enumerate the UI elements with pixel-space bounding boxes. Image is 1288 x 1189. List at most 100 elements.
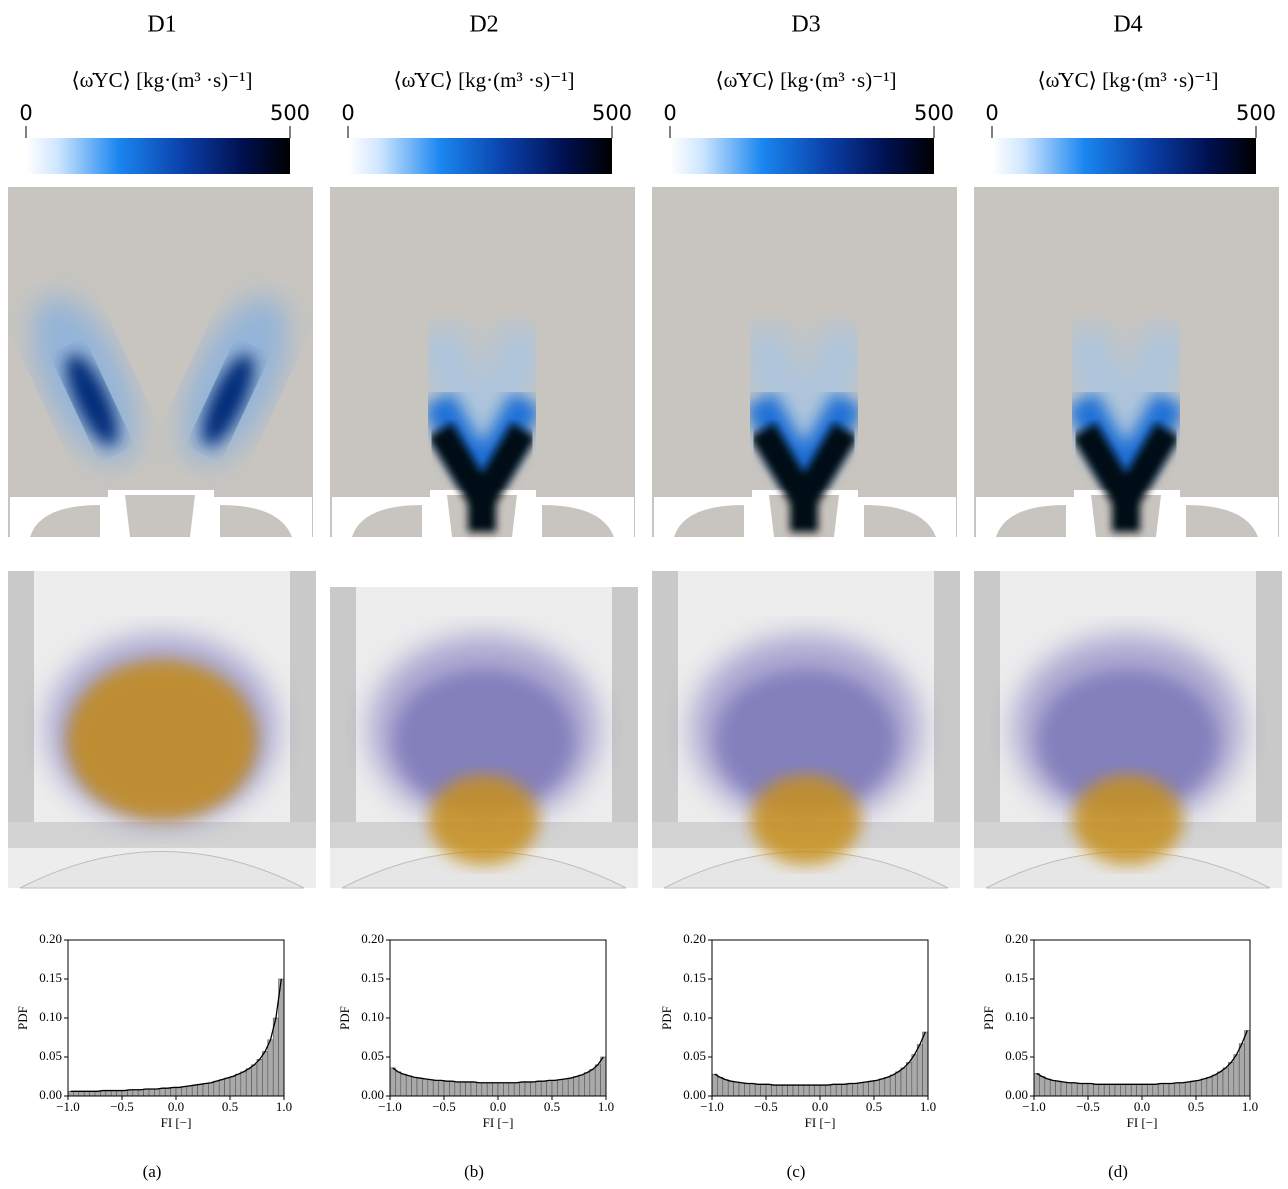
colorbar-tick-label: 500 xyxy=(270,101,310,125)
histogram-bar xyxy=(711,1073,718,1097)
histogram-bar xyxy=(154,1088,161,1097)
histogram-bar xyxy=(567,1077,574,1097)
colorbar xyxy=(992,138,1256,174)
wall-left xyxy=(974,571,1000,831)
x-tick-label: −0.5 xyxy=(110,1099,134,1114)
histogram-bar xyxy=(256,1059,263,1097)
pdf-line xyxy=(70,978,282,1092)
histogram-bar xyxy=(454,1081,461,1097)
histogram-bar xyxy=(1141,1084,1148,1097)
histogram-bar xyxy=(1103,1084,1110,1097)
y-tick-label: 0.10 xyxy=(683,1009,706,1024)
histogram-bar xyxy=(1244,1030,1251,1097)
histogram-bar xyxy=(857,1082,864,1097)
histogram-bar xyxy=(235,1073,242,1097)
histogram-bar xyxy=(202,1083,209,1097)
histogram-bar xyxy=(470,1081,477,1097)
y-tick-label: 0.15 xyxy=(683,970,706,985)
histogram-bar xyxy=(776,1084,783,1097)
histogram-bar xyxy=(738,1082,745,1097)
contour-field xyxy=(652,187,957,537)
histogram-bar xyxy=(1049,1080,1056,1097)
cloud-core xyxy=(716,670,896,810)
histogram-bar xyxy=(749,1083,756,1097)
orange-region xyxy=(429,775,539,865)
caption: (a) xyxy=(143,1162,162,1181)
histogram-bar xyxy=(562,1078,569,1097)
colorbar-tick-label: 0 xyxy=(19,101,32,125)
histogram-bar xyxy=(733,1081,740,1097)
colorbar-label: ⟨ω̇YC⟩ [kg·(m³ ·s)⁻¹] xyxy=(715,68,896,92)
histogram-bar xyxy=(911,1054,918,1097)
x-tick-label: 1.0 xyxy=(598,1099,614,1114)
histogram-bar xyxy=(459,1081,466,1097)
histogram-bar xyxy=(717,1076,724,1097)
histogram-bar xyxy=(781,1084,788,1097)
histogram-bar xyxy=(862,1081,869,1097)
histogram-bar xyxy=(175,1087,182,1097)
histogram-bar xyxy=(116,1090,123,1097)
histogram-bar xyxy=(229,1076,236,1097)
y-tick-label: 0.05 xyxy=(39,1048,62,1063)
colorbar-label: ⟨ω̇YC⟩ [kg·(m³ ·s)⁻¹] xyxy=(71,68,252,92)
histogram-bar xyxy=(1157,1083,1164,1097)
cloud-core xyxy=(394,670,574,810)
histogram-bar xyxy=(143,1088,150,1097)
flame-render xyxy=(652,571,960,889)
pdf-line xyxy=(392,1056,604,1084)
colorbar xyxy=(26,138,290,174)
histogram-bar xyxy=(787,1084,794,1097)
histogram-bar xyxy=(578,1074,585,1097)
histogram-bar xyxy=(1033,1073,1040,1097)
burner-left xyxy=(996,505,1066,537)
histogram-bar xyxy=(94,1091,101,1097)
colorbar-tick-label: 500 xyxy=(914,101,954,125)
x-axis-label: FI [−] xyxy=(805,1115,836,1130)
histogram-bar xyxy=(224,1077,231,1097)
colorbar-label: ⟨ω̇YC⟩ [kg·(m³ ·s)⁻¹] xyxy=(1037,68,1218,92)
histogram-bar xyxy=(530,1081,537,1097)
histogram-bar xyxy=(127,1089,134,1097)
histogram-bar xyxy=(132,1089,139,1097)
histogram-bar xyxy=(540,1080,547,1097)
histogram-bar xyxy=(438,1080,445,1097)
histogram-bar xyxy=(895,1071,902,1097)
contour-field xyxy=(974,187,1279,537)
x-tick-label: −1.0 xyxy=(378,1099,402,1114)
contour-field xyxy=(8,187,313,537)
y-tick-label: 0.05 xyxy=(1005,1048,1028,1063)
x-tick-label: 1.0 xyxy=(276,1099,292,1114)
histogram-bar xyxy=(481,1082,488,1097)
histogram-bar xyxy=(170,1087,177,1097)
x-tick-label: 0.5 xyxy=(866,1099,882,1114)
x-axis-label: FI [−] xyxy=(483,1115,514,1130)
histogram-bar xyxy=(1228,1062,1235,1097)
colorbar-label: ⟨ω̇YC⟩ [kg·(m³ ·s)⁻¹] xyxy=(393,68,574,92)
histogram-bar xyxy=(551,1080,558,1097)
x-tick-label: 0.0 xyxy=(812,1099,828,1114)
histogram-bar xyxy=(1093,1084,1100,1097)
wall-right xyxy=(1256,571,1282,831)
wall-right xyxy=(290,571,316,831)
histogram-bar xyxy=(191,1084,198,1097)
histogram-bar xyxy=(1082,1083,1089,1097)
histogram-bar xyxy=(1060,1081,1067,1097)
histogram-bar xyxy=(89,1091,96,1097)
x-tick-label: −1.0 xyxy=(1022,1099,1046,1114)
flame-render xyxy=(330,587,638,889)
histogram-bar xyxy=(808,1084,815,1097)
histogram-bar xyxy=(535,1080,542,1097)
y-tick-label: 0.15 xyxy=(39,970,62,985)
y-axis-label: PDF xyxy=(659,1006,674,1030)
flame-core xyxy=(1071,422,1181,532)
wall-right xyxy=(612,587,638,847)
x-tick-label: −0.5 xyxy=(754,1099,778,1114)
panel-title: D4 xyxy=(1113,12,1142,38)
histogram-bar xyxy=(1206,1076,1213,1097)
histogram-bar xyxy=(1136,1084,1143,1097)
histogram-bar xyxy=(900,1067,907,1097)
histogram-bar xyxy=(197,1084,204,1097)
histogram-bar xyxy=(1217,1071,1224,1097)
histogram-bar xyxy=(1130,1084,1137,1097)
